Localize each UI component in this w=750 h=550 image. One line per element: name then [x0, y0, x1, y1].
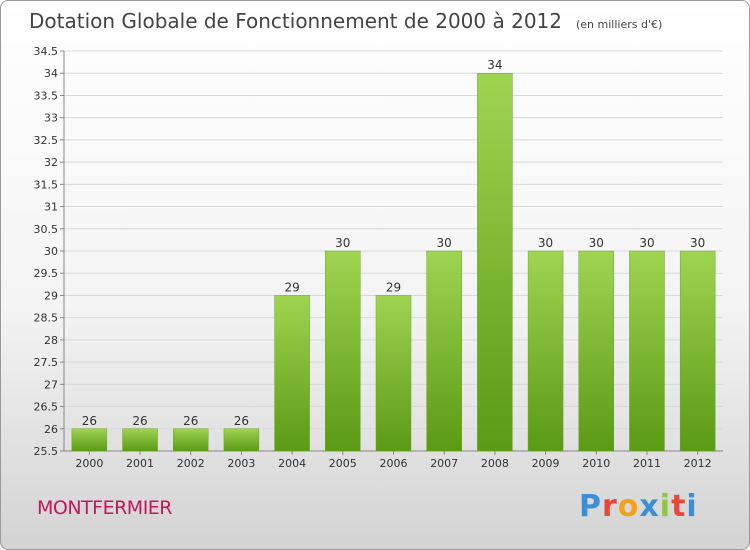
- x-tick-label: 2000: [75, 457, 103, 470]
- x-tick-label: 2009: [532, 457, 560, 470]
- data-label: 30: [639, 236, 654, 250]
- y-tick-label: 29: [44, 289, 58, 302]
- y-tick-label: 29.5: [34, 267, 59, 280]
- x-tick-label: 2004: [278, 457, 306, 470]
- brand-letter: t: [671, 489, 687, 524]
- brand-letter: P: [579, 489, 602, 524]
- x-tick-label: 2003: [227, 457, 255, 470]
- bar: [223, 428, 260, 452]
- x-tick-label: 2008: [481, 457, 509, 470]
- chart-title: Dotation Globale de Fonctionnement de 20…: [29, 9, 662, 33]
- data-label: 30: [690, 236, 705, 250]
- y-tick-label: 33: [44, 112, 58, 125]
- x-tick-label: 2005: [329, 457, 357, 470]
- x-tick-label: 2010: [582, 457, 610, 470]
- bar: [325, 250, 361, 452]
- y-tick-label: 27.5: [34, 356, 59, 369]
- bar: [122, 428, 158, 452]
- y-tick-label: 31.5: [34, 178, 59, 191]
- bar: [274, 295, 310, 452]
- chart-title-text: Dotation Globale de Fonctionnement de 20…: [29, 9, 562, 33]
- y-tick-label: 33.5: [34, 89, 59, 102]
- x-tick-label: 2006: [380, 457, 408, 470]
- bar: [172, 428, 209, 452]
- x-tick-label: 2011: [633, 457, 661, 470]
- bar: [426, 250, 462, 452]
- y-tick-label: 25.5: [34, 445, 59, 458]
- brand-letter: x: [639, 489, 660, 524]
- data-label: 30: [589, 236, 604, 250]
- data-label: 30: [335, 236, 350, 250]
- brand-letter: i: [659, 489, 672, 524]
- brand-letter: i: [686, 489, 698, 524]
- data-label: 29: [284, 280, 299, 294]
- x-tick-label: 2012: [684, 457, 712, 470]
- y-tick-label: 26: [44, 423, 58, 436]
- data-label: 34: [487, 58, 502, 72]
- y-tick-label: 34: [44, 67, 58, 80]
- y-tick-label: 34.5: [34, 45, 59, 58]
- brand-letter: o: [617, 489, 640, 524]
- y-tick-label: 31: [44, 201, 58, 214]
- data-label: 26: [183, 414, 198, 428]
- chart-unit: (en milliers d'€): [576, 18, 663, 31]
- y-tick-label: 28.5: [34, 312, 59, 325]
- data-label: 30: [538, 236, 553, 250]
- y-tick-label: 26.5: [34, 401, 59, 414]
- data-label: 26: [234, 414, 249, 428]
- y-tick-label: 32: [44, 156, 58, 169]
- bar: [375, 295, 412, 452]
- y-tick-label: 27: [44, 378, 58, 391]
- y-tick-label: 32.5: [34, 134, 59, 147]
- bar: [679, 250, 716, 452]
- bar: [527, 250, 564, 452]
- y-tick-label: 28: [44, 334, 58, 347]
- data-label: 30: [437, 236, 452, 250]
- y-tick-label: 30: [44, 245, 58, 258]
- commune-name: MONTFERMIER: [37, 497, 173, 519]
- brand-letter: r: [602, 489, 618, 524]
- proxiti-logo: Proxiti: [579, 489, 698, 524]
- bar: [629, 250, 665, 452]
- data-label: 29: [386, 280, 401, 294]
- y-tick-label: 30.5: [34, 223, 59, 236]
- data-label: 26: [82, 414, 97, 428]
- bar: [71, 428, 108, 452]
- x-tick-label: 2007: [430, 457, 458, 470]
- bar: [477, 72, 513, 452]
- bar: [578, 250, 615, 452]
- x-tick-label: 2001: [126, 457, 154, 470]
- x-tick-label: 2002: [177, 457, 205, 470]
- data-label: 26: [132, 414, 147, 428]
